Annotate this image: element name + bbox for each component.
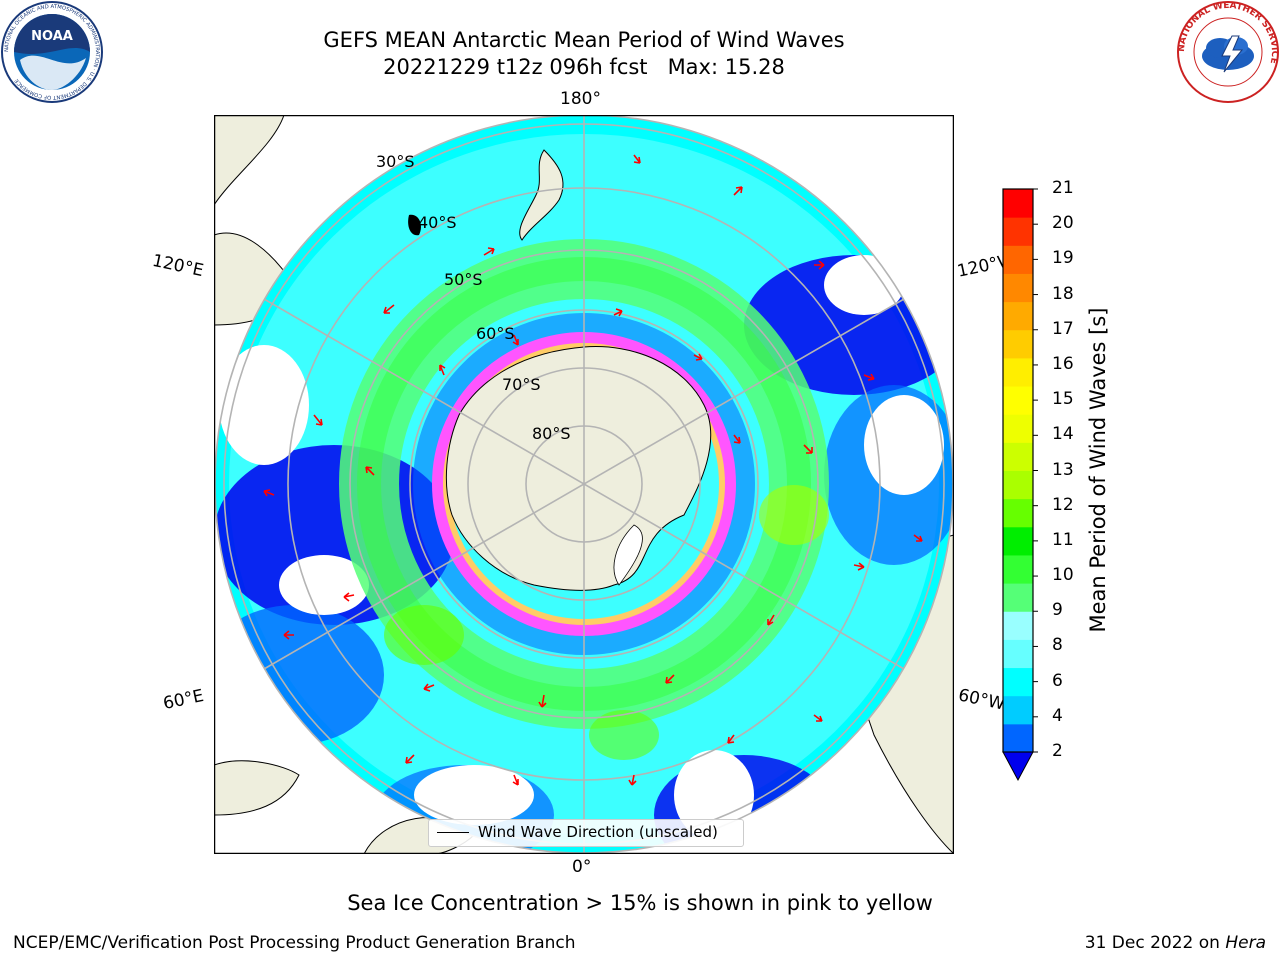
- colorbar-cell: [1003, 470, 1033, 500]
- colorbar-tick-label: 14: [1052, 424, 1074, 445]
- polar-map: [213, 114, 955, 855]
- lat-label-40s: 40°S: [418, 213, 457, 232]
- colorbar-cell: [1003, 217, 1033, 246]
- colorbar-tick-label: 4: [1052, 705, 1063, 726]
- land-australia-corner: [214, 115, 285, 206]
- colorbar-cell: [1003, 414, 1033, 443]
- lon-label-120e: 120°E: [150, 250, 206, 282]
- plot-title-line2: 20221229 t12z 096h fcst Max: 15.28: [383, 55, 785, 79]
- colorbar-label: Mean Period of Wind Waves [s]: [1086, 307, 1110, 633]
- colorbar-tick-label: 19: [1052, 248, 1074, 269]
- colorbar-tick-label: 11: [1052, 529, 1074, 550]
- colorbar-tick-label: 20: [1052, 213, 1074, 234]
- colorbar-cell: [1003, 301, 1033, 331]
- footer-branch: NCEP/EMC/Verification Post Processing Pr…: [13, 933, 576, 953]
- colorbar-cell: [1003, 554, 1033, 584]
- colorbar-cell: [1003, 498, 1033, 528]
- sea-ice-note: Sea Ice Concentration > 15% is shown in …: [347, 891, 933, 915]
- colorbar-cell: [1003, 667, 1033, 697]
- noaa-logo-text: NOAA: [31, 29, 73, 44]
- colorbar-cell: [1003, 442, 1033, 471]
- lat-label-70s: 70°S: [502, 375, 541, 394]
- colorbar-cell: [1003, 695, 1033, 725]
- colorbar-tick-label: 13: [1052, 459, 1074, 480]
- colorbar-cell: [1003, 526, 1033, 556]
- colorbar-tick-label: 9: [1052, 600, 1063, 621]
- map-panel: [213, 114, 955, 855]
- land-antarctica: [445, 346, 712, 591]
- colorbar-tick-label: 16: [1052, 353, 1074, 374]
- colorbar-cell: [1003, 639, 1033, 669]
- colorbar-cell: [1003, 723, 1033, 753]
- legend-label: Wind Wave Direction (unscaled): [478, 823, 718, 841]
- colorbar-cell: [1003, 329, 1033, 359]
- colorbar-cell: [1003, 357, 1033, 387]
- wind-wave-arrows: [263, 154, 923, 786]
- lat-label-50s: 50°S: [444, 270, 483, 289]
- colorbar-tick-label: 10: [1052, 565, 1074, 586]
- colorbar-tick-label: 2: [1052, 741, 1063, 761]
- noaa-logo-icon: NATIONAL OCEANIC AND ATMOSPHERIC ADMINIS…: [1, 1, 103, 103]
- colorbar-tick-label: 15: [1052, 389, 1074, 410]
- footer-date-text: 31 Dec 2022 on: [1084, 933, 1220, 953]
- colorbar-tick-label: 17: [1052, 318, 1074, 339]
- lat-label-80s: 80°S: [532, 424, 571, 443]
- lon-label-60e: 60°E: [161, 685, 206, 715]
- lat-label-30s: 30°S: [376, 152, 415, 171]
- colorbar-cell: [1003, 245, 1033, 274]
- colorbar-tick-label: 6: [1052, 670, 1063, 691]
- colorbar-tick-label: 12: [1052, 494, 1074, 515]
- colorbar-tick-label: 21: [1052, 178, 1074, 198]
- footer-host: Hera: [1225, 933, 1266, 953]
- lat-label-60s: 60°S: [476, 324, 515, 343]
- colorbar-cell: [1003, 273, 1033, 303]
- map-legend: Wind Wave Direction (unscaled): [428, 819, 744, 847]
- footer-date: 31 Dec 2022 on Hera: [1085, 933, 1266, 953]
- lon-label-180: 180°: [560, 89, 601, 109]
- colorbar: [1002, 188, 1038, 782]
- colorbar-cell: [1003, 386, 1033, 415]
- colorbar-cell: [1003, 611, 1033, 640]
- national-weather-service-logo-icon: NATIONAL WEATHER SERVICE: [1177, 1, 1279, 103]
- colorbar-tick-label: 18: [1052, 283, 1074, 304]
- plot-title-line1: GEFS MEAN Antarctic Mean Period of Wind …: [323, 28, 845, 52]
- lon-label-0: 0°: [572, 857, 592, 877]
- colorbar-tick-label: 8: [1052, 635, 1063, 656]
- legend-line-swatch: [437, 832, 469, 833]
- colorbar-cell: [1003, 189, 1033, 218]
- colorbar-tick-labels: 21 20 19 18 17 16 15 14 13 12 11 10 9 8 6 4 2: [1052, 178, 1092, 786]
- land-madagascar-area: [214, 760, 300, 816]
- colorbar-cell: [1003, 583, 1033, 612]
- lon-label-60w: 60°W: [956, 685, 1007, 715]
- land-tasmania: [408, 214, 421, 236]
- land-new-zealand: [519, 149, 564, 241]
